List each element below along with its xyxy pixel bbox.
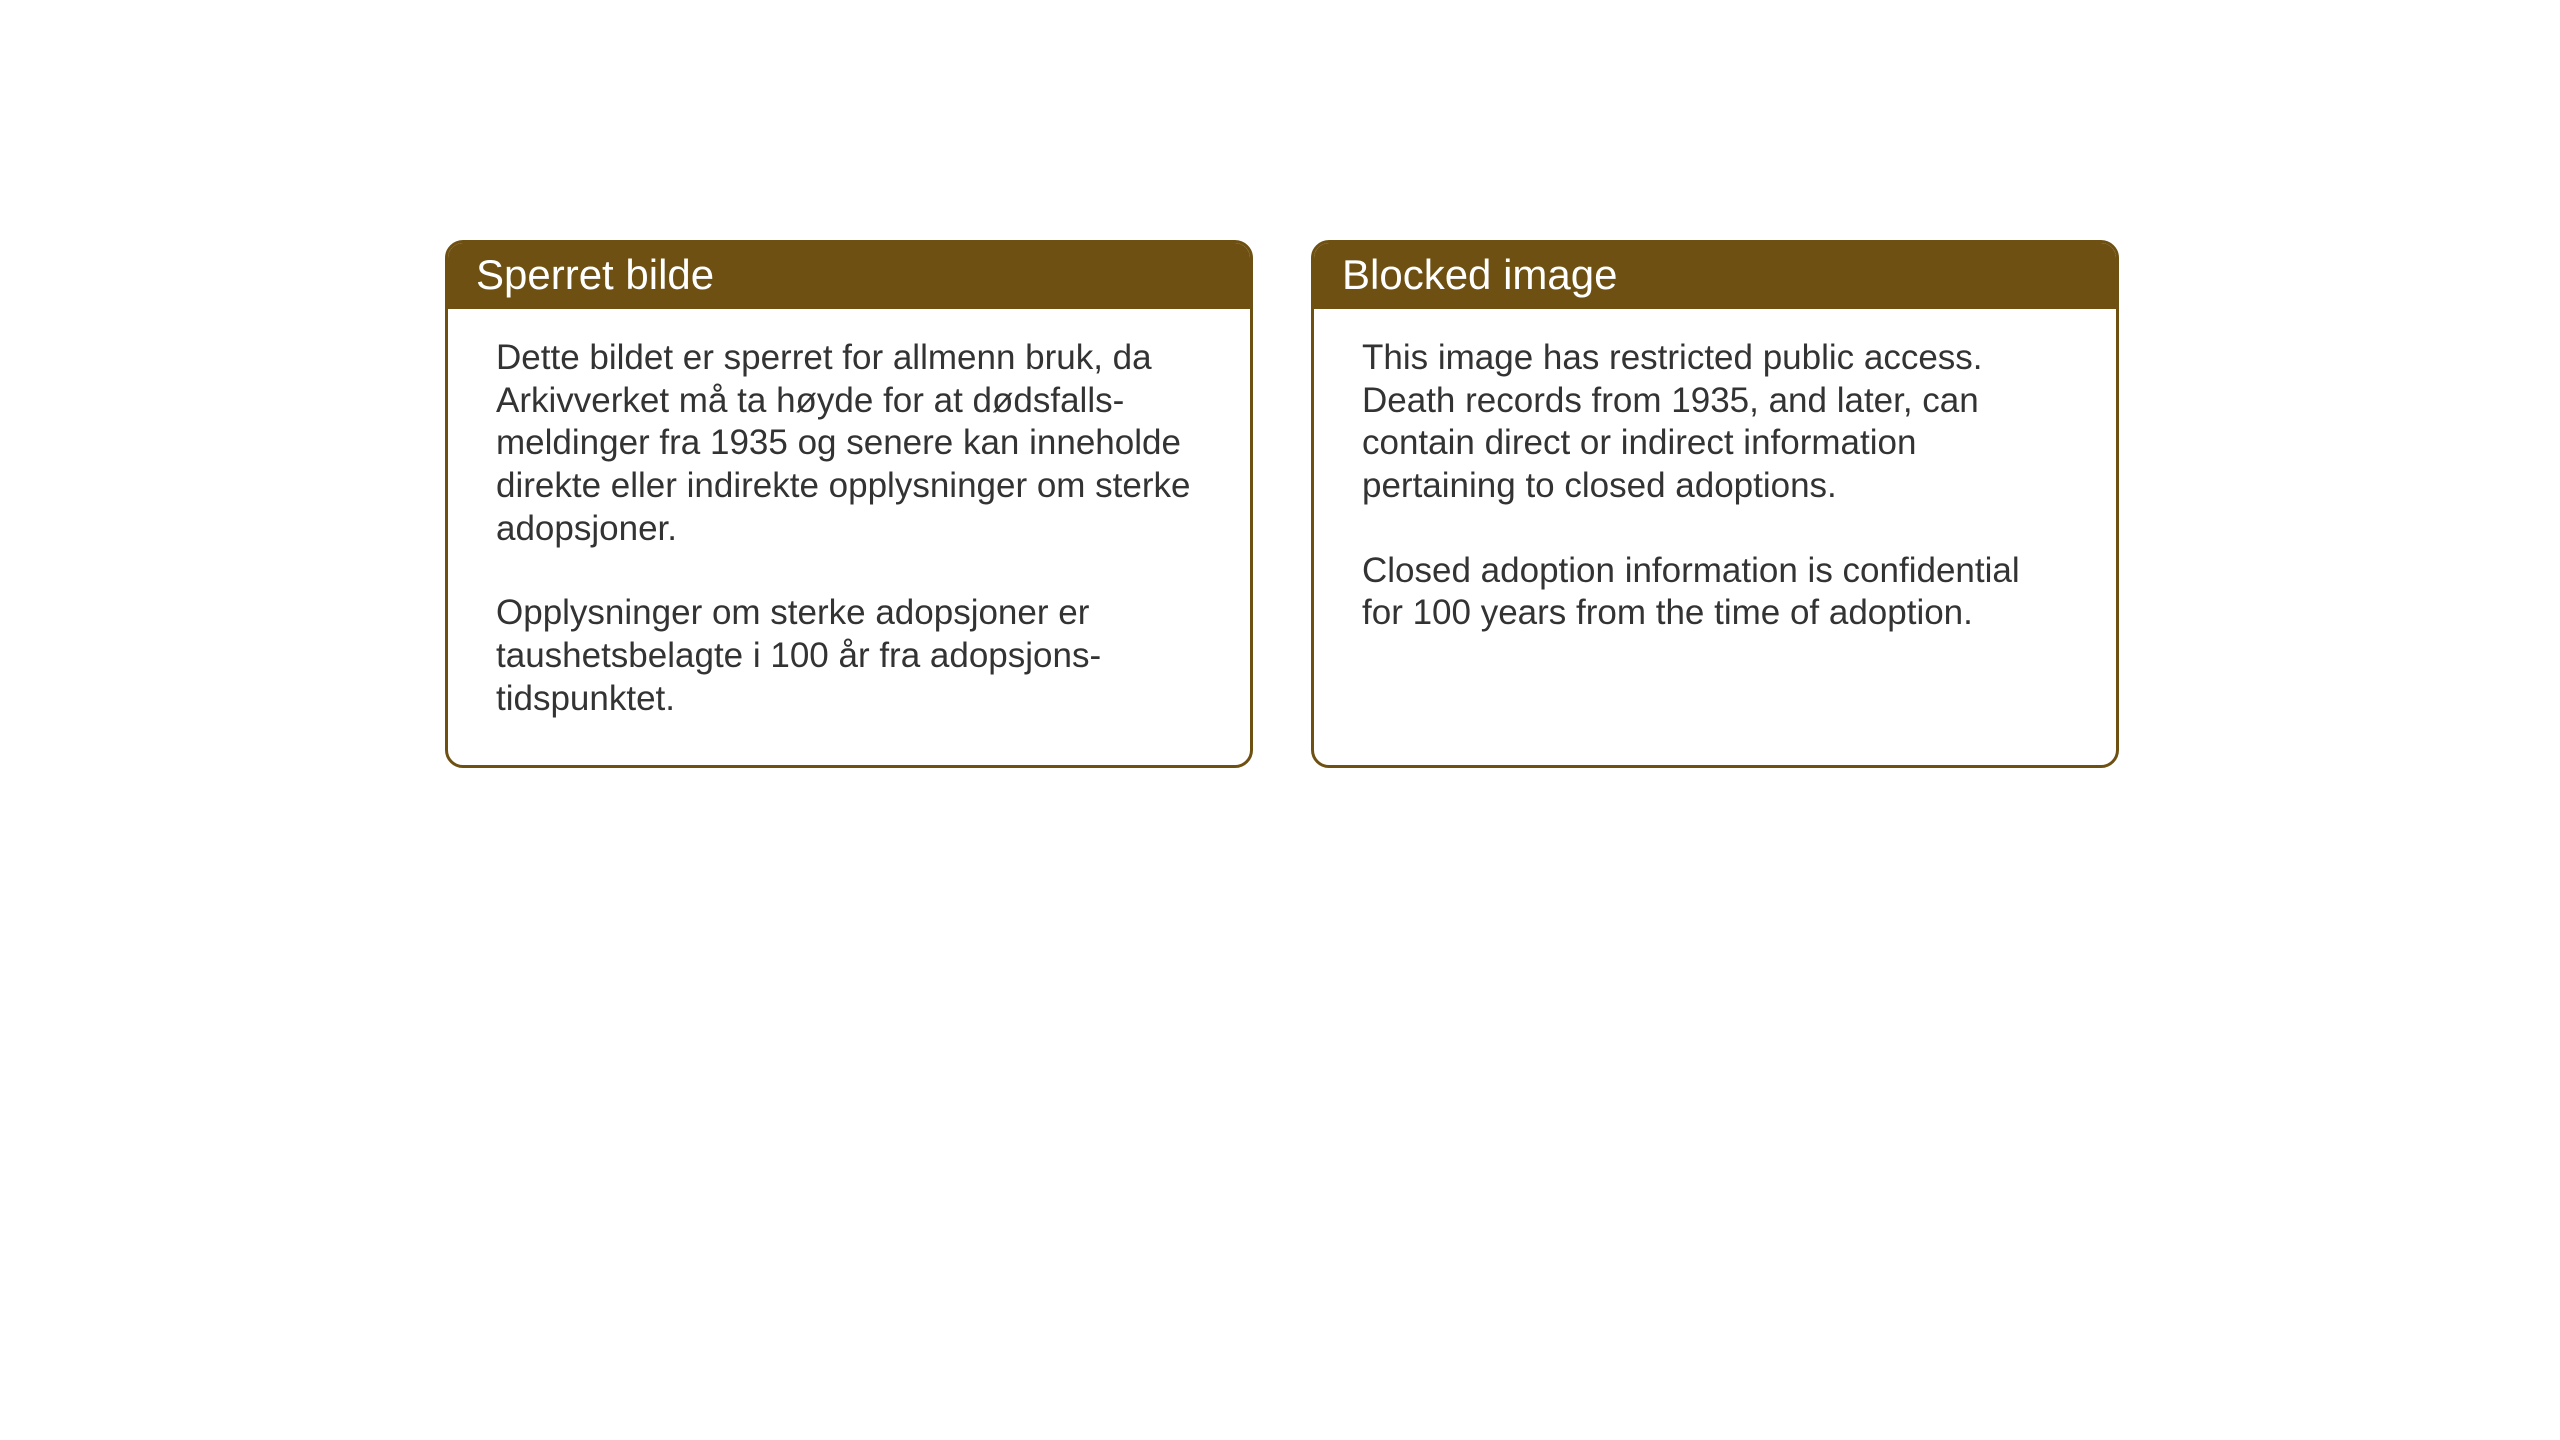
card-header-english: Blocked image [1314,243,2116,309]
card-body-english: This image has restricted public access.… [1314,309,2116,679]
card-title-english: Blocked image [1342,251,1617,298]
notice-cards-container: Sperret bilde Dette bildet er sperret fo… [445,240,2119,768]
card-title-norwegian: Sperret bilde [476,251,714,298]
card-paragraph-1-english: This image has restricted public access.… [1362,337,2068,508]
card-body-norwegian: Dette bildet er sperret for allmenn bruk… [448,309,1250,765]
card-paragraph-2-english: Closed adoption information is confident… [1362,550,2068,635]
card-paragraph-1-norwegian: Dette bildet er sperret for allmenn bruk… [496,337,1202,550]
card-paragraph-2-norwegian: Opplysninger om sterke adopsjoner er tau… [496,592,1202,720]
card-header-norwegian: Sperret bilde [448,243,1250,309]
notice-card-norwegian: Sperret bilde Dette bildet er sperret fo… [445,240,1253,768]
notice-card-english: Blocked image This image has restricted … [1311,240,2119,768]
